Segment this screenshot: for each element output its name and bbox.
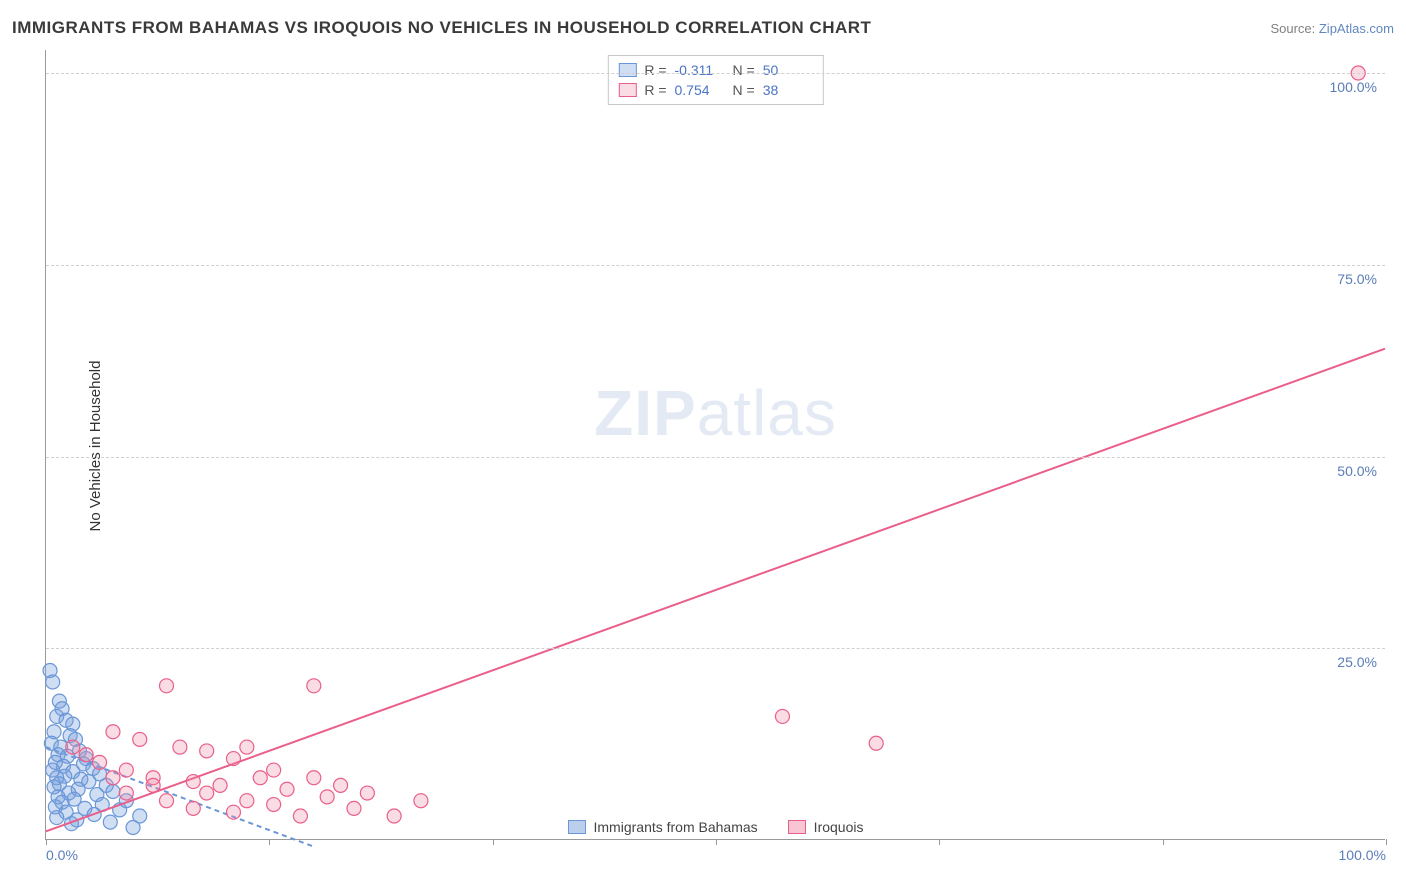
data-point [360, 786, 374, 800]
r-label: R = [644, 62, 666, 78]
data-point [160, 794, 174, 808]
data-point [320, 790, 334, 804]
data-point [775, 709, 789, 723]
data-point [307, 679, 321, 693]
stats-row: R = 0.754 N = 38 [618, 80, 812, 100]
n-label: N = [733, 82, 755, 98]
data-point [66, 740, 80, 754]
gridline [46, 73, 1385, 74]
r-value: 0.754 [675, 82, 725, 98]
data-point [119, 786, 133, 800]
n-label: N = [733, 62, 755, 78]
stats-row: R = -0.311 N = 50 [618, 60, 812, 80]
x-tick [1386, 839, 1387, 845]
legend-swatch [788, 820, 806, 834]
scatter-svg [46, 50, 1385, 839]
data-point [240, 740, 254, 754]
legend-swatch [568, 820, 586, 834]
data-point [347, 801, 361, 815]
y-tick-label: 50.0% [1337, 463, 1377, 479]
data-point [226, 805, 240, 819]
data-point [173, 740, 187, 754]
plot-area: ZIPatlas R = -0.311N = 50R = 0.754N = 38… [45, 50, 1385, 840]
x-tick-label: 100.0% [1339, 847, 1386, 863]
data-point [240, 794, 254, 808]
data-point [160, 679, 174, 693]
data-point [253, 771, 267, 785]
chart-title: IMMIGRANTS FROM BAHAMAS VS IROQUOIS NO V… [12, 18, 871, 38]
x-tick [1163, 839, 1164, 845]
trend-line [46, 349, 1385, 832]
legend-swatch [618, 63, 636, 77]
x-tick [493, 839, 494, 845]
data-point [869, 736, 883, 750]
data-point [133, 732, 147, 746]
data-point [79, 748, 93, 762]
data-point [200, 744, 214, 758]
x-tick-label: 0.0% [46, 847, 78, 863]
data-point [106, 771, 120, 785]
data-point [267, 763, 281, 777]
data-point [126, 821, 140, 835]
x-tick [269, 839, 270, 845]
data-point [414, 794, 428, 808]
source-label: Source: [1270, 21, 1318, 36]
stats-legend: R = -0.311 N = 50 R = 0.754 N = 38 [607, 55, 823, 105]
legend-label: Immigrants from Bahamas [594, 819, 758, 835]
x-tick [46, 839, 47, 845]
data-point [106, 785, 120, 799]
data-point [387, 809, 401, 823]
data-point [186, 801, 200, 815]
x-tick [939, 839, 940, 845]
data-point [46, 675, 60, 689]
source-link[interactable]: ZipAtlas.com [1319, 21, 1394, 36]
title-row: IMMIGRANTS FROM BAHAMAS VS IROQUOIS NO V… [12, 18, 1394, 38]
y-tick-label: 100.0% [1330, 79, 1377, 95]
data-point [103, 815, 117, 829]
r-label: R = [644, 82, 666, 98]
data-point [280, 782, 294, 796]
data-point [293, 809, 307, 823]
data-point [106, 725, 120, 739]
r-value: -0.311 [675, 62, 725, 78]
data-point [334, 778, 348, 792]
y-tick-label: 75.0% [1337, 271, 1377, 287]
data-point [200, 786, 214, 800]
data-point [50, 811, 64, 825]
gridline [46, 457, 1385, 458]
data-point [146, 778, 160, 792]
data-point [213, 778, 227, 792]
n-value: 38 [763, 82, 813, 98]
data-point [267, 798, 281, 812]
gridline [46, 265, 1385, 266]
gridline [46, 648, 1385, 649]
legend-item: Immigrants from Bahamas [568, 819, 758, 835]
legend-swatch [618, 83, 636, 97]
source-attribution: Source: ZipAtlas.com [1270, 21, 1394, 36]
data-point [226, 752, 240, 766]
legend-label: Iroquois [814, 819, 864, 835]
legend-item: Iroquois [788, 819, 864, 835]
data-point [186, 775, 200, 789]
n-value: 50 [763, 62, 813, 78]
data-point [93, 755, 107, 769]
data-point [307, 771, 321, 785]
y-tick-label: 25.0% [1337, 654, 1377, 670]
chart-container: IMMIGRANTS FROM BAHAMAS VS IROQUOIS NO V… [0, 0, 1406, 892]
data-point [119, 763, 133, 777]
series-legend: Immigrants from Bahamas Iroquois [568, 819, 864, 835]
x-tick [716, 839, 717, 845]
